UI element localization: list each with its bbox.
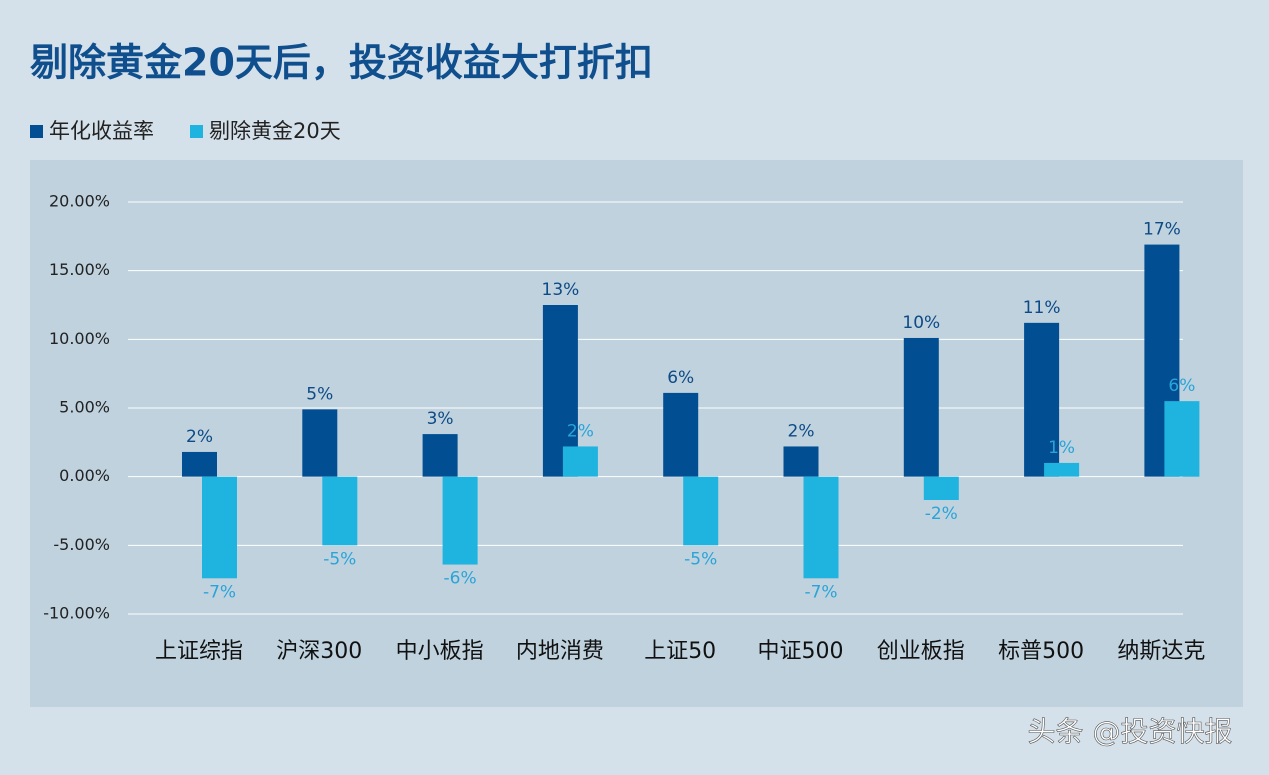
watermark: 头条 @投资快报: [1028, 715, 1233, 748]
value-label: -5%: [684, 549, 717, 569]
value-label: 1%: [1048, 438, 1075, 458]
x-tick-label: 中小板指: [396, 639, 484, 664]
bar: [182, 451, 217, 477]
bar: [1024, 322, 1060, 477]
legend-label: 剔除黄金20天: [209, 119, 341, 143]
value-label: 6%: [1168, 376, 1195, 396]
value-label: -2%: [925, 504, 958, 524]
value-label: -5%: [323, 549, 356, 569]
bar: [1044, 462, 1080, 477]
value-label: 17%: [1143, 220, 1181, 240]
value-label: 13%: [542, 280, 580, 300]
bar: [202, 476, 237, 579]
bar: [923, 476, 959, 501]
chart-title: 剔除黄金20天后，投资收益大打折扣: [30, 41, 653, 85]
value-label: 2%: [567, 421, 594, 441]
bar: [442, 476, 478, 565]
legend-swatch: [30, 125, 43, 138]
x-tick-label: 内地消费: [516, 639, 604, 664]
value-label: 10%: [902, 313, 940, 333]
x-tick-label: 创业板指: [877, 639, 965, 664]
y-tick-label: 10.00%: [49, 329, 110, 348]
bar: [1164, 401, 1200, 477]
x-tick-label: 标普500: [998, 639, 1084, 664]
y-tick-label: 0.00%: [59, 466, 110, 485]
value-label: -7%: [203, 582, 236, 602]
bar: [663, 392, 699, 477]
y-tick-label: 5.00%: [59, 398, 110, 417]
legend-swatch: [190, 125, 203, 138]
bar: [302, 409, 338, 477]
value-label: -6%: [444, 569, 477, 589]
value-label: -7%: [804, 582, 837, 602]
value-label: 6%: [667, 368, 694, 388]
y-tick-label: 20.00%: [49, 192, 110, 211]
x-tick-label: 纳斯达克: [1117, 639, 1205, 664]
y-tick-label: -5.00%: [53, 535, 110, 554]
bar: [562, 446, 598, 477]
value-label: 2%: [186, 427, 213, 447]
bar: [322, 476, 358, 546]
x-tick-label: 中证500: [758, 639, 844, 664]
bar: [903, 337, 939, 477]
value-label: 3%: [427, 409, 454, 429]
value-label: 11%: [1023, 298, 1061, 318]
value-label: 5%: [306, 384, 333, 404]
legend-label: 年化收益率: [49, 119, 154, 143]
value-label: 2%: [788, 421, 815, 441]
x-tick-label: 沪深300: [276, 639, 362, 664]
y-tick-label: 15.00%: [49, 260, 110, 279]
x-tick-label: 上证综指: [155, 639, 243, 664]
bar: [683, 476, 719, 546]
bar: [803, 476, 839, 579]
x-tick-label: 上证50: [644, 639, 716, 664]
bar: [422, 434, 458, 477]
y-tick-label: -10.00%: [43, 604, 110, 623]
bar: [783, 446, 819, 477]
